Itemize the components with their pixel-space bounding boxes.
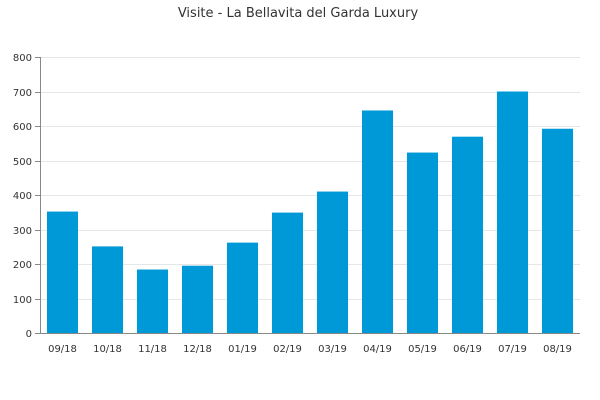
y-tick-label-100: 100 [13, 295, 32, 306]
bar-07-19 [496, 91, 529, 333]
axes [35, 57, 580, 334]
bar-03-19 [316, 191, 349, 333]
x-tick-label-11-18: 11/18 [138, 344, 167, 355]
bar-06-19 [451, 136, 484, 333]
grid-lines [40, 57, 580, 300]
bar-01-19 [226, 242, 259, 333]
bar-05-19 [406, 152, 439, 333]
y-tick-label-200: 200 [13, 260, 32, 271]
x-tick-label-12-18: 12/18 [183, 344, 212, 355]
x-tick-label-03-19: 03/19 [318, 344, 347, 355]
x-tick-label-09-18: 09/18 [48, 344, 77, 355]
y-tick-label-600: 600 [13, 122, 32, 133]
y-tick-label-500: 500 [13, 157, 32, 168]
x-tick-label-06-19: 06/19 [453, 344, 482, 355]
x-tick-label-05-19: 05/19 [408, 344, 437, 355]
x-tick-label-04-19: 04/19 [363, 344, 392, 355]
y-tick-label-800: 800 [13, 53, 32, 64]
x-tick-label-10-18: 10/18 [93, 344, 122, 355]
bars [46, 91, 574, 333]
x-tick-label-07-19: 07/19 [498, 344, 527, 355]
bar-08-19 [541, 128, 574, 333]
bar-02-19 [271, 212, 304, 333]
tick-labels: 0 100 200 300 400 500 600 700 800 09/18 10/18 11/18… [13, 53, 572, 355]
bar-11-18 [136, 269, 169, 333]
bar-09-18 [46, 211, 79, 333]
y-tick-label-0: 0 [26, 329, 32, 340]
bar-04-19 [361, 110, 394, 333]
bar-10-18 [91, 246, 124, 333]
y-tick-label-700: 700 [13, 88, 32, 99]
x-tick-label-01-19: 01/19 [228, 344, 257, 355]
x-tick-label-08-19: 08/19 [543, 344, 572, 355]
bar-12-18 [181, 265, 214, 333]
y-tick-label-300: 300 [13, 226, 32, 237]
y-tick-label-400: 400 [13, 191, 32, 202]
x-tick-label-02-19: 02/19 [273, 344, 302, 355]
chart-title: Visite - La Bellavita del Garda Luxury [178, 6, 419, 21]
